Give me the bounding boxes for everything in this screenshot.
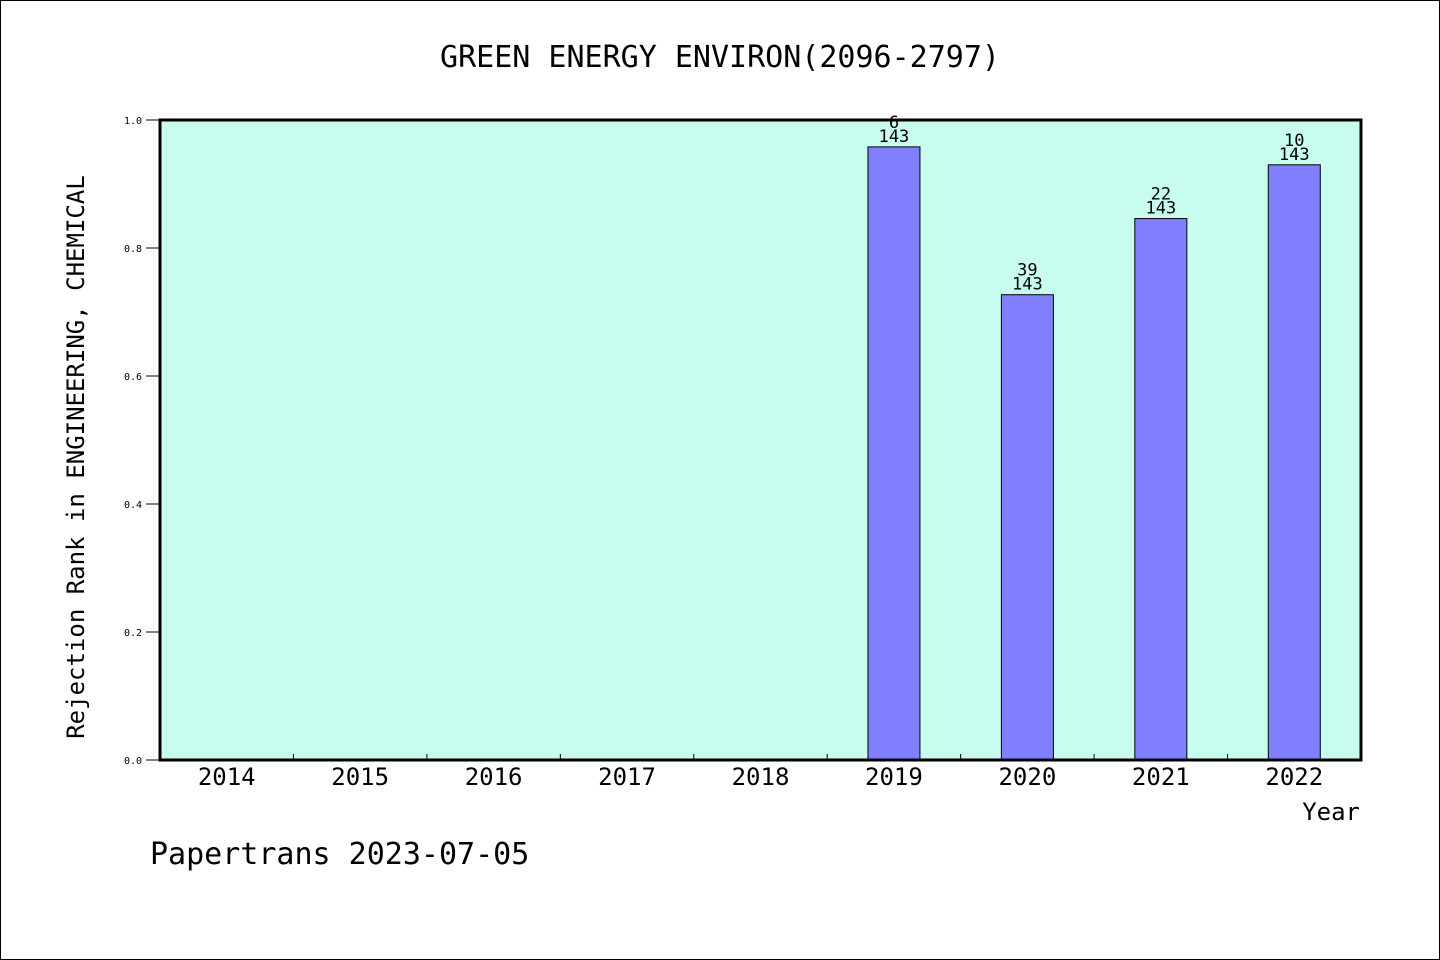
y-tick-label-0.0: 0.0 xyxy=(124,756,142,767)
plot-border xyxy=(158,118,1363,762)
x-tick-label-2022: 2022 xyxy=(1265,763,1323,791)
x-tick-label-2018: 2018 xyxy=(732,763,790,791)
x-tick-label-2021: 2021 xyxy=(1132,763,1190,791)
y-tick-label-0.4: 0.4 xyxy=(124,500,142,511)
bar-2020 xyxy=(1000,294,1054,761)
x-tick-label-2016: 2016 xyxy=(465,763,523,791)
y-tick-label-1.0: 1.0 xyxy=(124,116,142,127)
bar-label-rank-2020: 39 xyxy=(1017,261,1037,281)
x-tick-label-2014: 2014 xyxy=(198,763,256,791)
y-tick-label-0.8: 0.8 xyxy=(124,244,142,255)
bars-group xyxy=(867,146,1321,761)
x-tick-label-2019: 2019 xyxy=(865,763,923,791)
x-axis-label: Year xyxy=(1302,798,1360,826)
bar-2022 xyxy=(1267,164,1321,761)
y-tick-label-0.2: 0.2 xyxy=(124,628,142,639)
bar-2019 xyxy=(867,146,921,761)
bar-label-rank-2022: 10 xyxy=(1284,131,1304,151)
bar-label-rank-2019: 6 xyxy=(889,113,899,133)
bar-label-rank-2021: 22 xyxy=(1151,185,1171,205)
bar-label-total-2020: 143 xyxy=(1012,275,1043,295)
footer-text: Papertrans 2023-07-05 xyxy=(150,837,529,872)
y-axis: 0.0 0.2 0.4 0.6 0.8 1.0 xyxy=(124,116,160,767)
chart-title: GREEN ENERGY ENVIRON(2096-2797) xyxy=(440,40,1000,75)
bar-2021 xyxy=(1134,218,1188,761)
x-tick-label-2020: 2020 xyxy=(998,763,1056,791)
bar-label-total-2022: 143 xyxy=(1279,145,1310,165)
y-axis-label: Rejection Rank in ENGINEERING, CHEMICAL xyxy=(62,175,90,739)
bar-label-total-2019: 143 xyxy=(879,127,910,147)
x-axis: 2014 2015 2016 2017 2018 2019 2020 2021 2022 xyxy=(198,754,1323,791)
x-tick-label-2015: 2015 xyxy=(331,763,389,791)
bar-label-total-2021: 143 xyxy=(1145,199,1176,219)
x-tick-label-2017: 2017 xyxy=(598,763,656,791)
y-tick-label-0.6: 0.6 xyxy=(124,372,142,383)
